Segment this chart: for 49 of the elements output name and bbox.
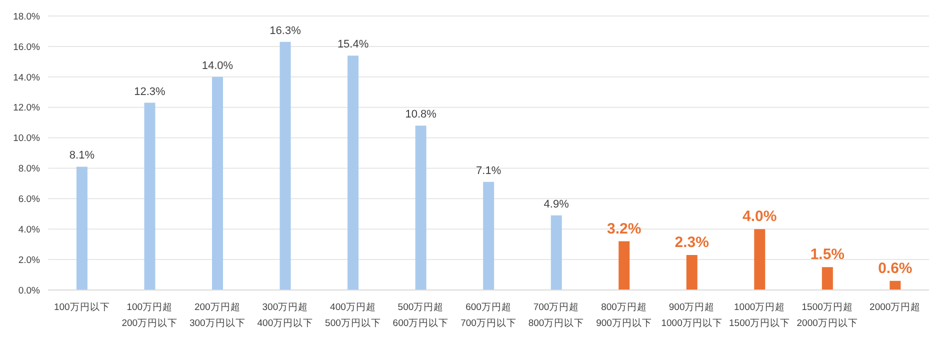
x-tick-label: 100万円超 200万円以下	[122, 301, 178, 329]
bar	[76, 166, 88, 290]
bar	[686, 254, 698, 290]
y-tick-label: 14.0%	[13, 72, 41, 84]
data-label: 4.9%	[544, 198, 570, 210]
data-label: 2.3%	[674, 234, 709, 251]
x-tick-label: 300万円超 400万円以下	[257, 301, 314, 329]
data-label: 8.1%	[69, 150, 95, 162]
x-tick-label: 1500万円超 2000万円以下	[796, 301, 858, 329]
data-label: 15.4%	[337, 38, 369, 51]
x-tick-label: 600万円超 700万円以下	[460, 301, 516, 329]
x-tick-label: 100万円以下	[54, 301, 110, 313]
y-tick-label: 0.0%	[18, 285, 41, 296]
data-label: 14.0%	[202, 60, 234, 72]
x-tick-label: 200万円超 300万円以下	[189, 301, 246, 329]
bar	[212, 76, 223, 290]
data-label: 10.8%	[405, 108, 437, 121]
y-tick-label: 12.0%	[13, 102, 41, 114]
y-tick-label: 6.0%	[18, 194, 41, 206]
x-tick-label: 900万円超 1000万円以下	[661, 301, 722, 329]
y-tick-label: 18.0%	[13, 11, 41, 22]
y-tick-label: 10.0%	[13, 133, 41, 144]
y-tick-label: 8.0%	[18, 164, 41, 175]
data-label: 16.3%	[270, 24, 302, 37]
bar	[618, 241, 630, 290]
bar	[483, 182, 494, 290]
y-tick-label: 16.0%	[13, 42, 41, 53]
bar	[144, 102, 156, 290]
data-label: 0.6%	[878, 260, 912, 277]
x-tick-label: 2000万円超	[870, 301, 921, 313]
data-label: 12.3%	[134, 86, 166, 98]
x-tick-label: 400万円超 500万円以下	[325, 301, 381, 329]
x-tick-label: 500万円超 600万円以下	[392, 301, 449, 329]
x-tick-label: 700万円超 800万円以下	[528, 301, 584, 329]
data-label: 7.1%	[476, 164, 502, 177]
bar	[348, 56, 359, 290]
data-label: 4.0%	[742, 208, 777, 226]
x-tick-label: 800万円超 900万円以下	[596, 301, 652, 329]
bar	[890, 280, 901, 290]
bar	[280, 42, 291, 290]
x-tick-label: 1000万円超 1500万円以下	[729, 301, 790, 329]
data-label: 3.2%	[607, 220, 642, 238]
bar	[754, 229, 766, 290]
y-tick-label: 2.0%	[18, 254, 41, 266]
bar	[415, 126, 426, 290]
y-tick-label: 4.0%	[18, 224, 41, 236]
bar	[550, 215, 562, 290]
data-label: 1.5%	[810, 246, 845, 264]
bar	[822, 267, 833, 290]
